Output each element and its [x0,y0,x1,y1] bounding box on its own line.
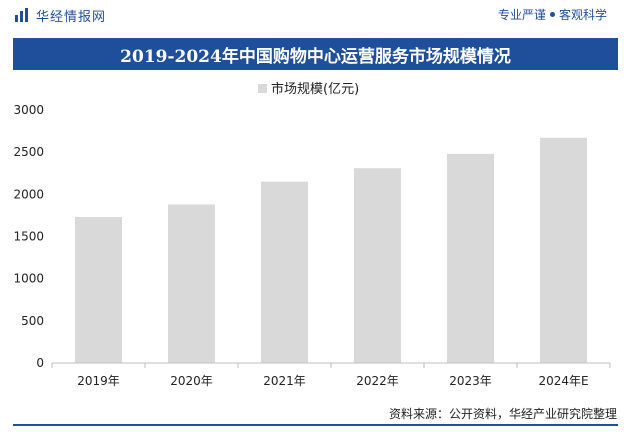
bar [75,217,122,363]
source-note: 资料来源：公开资料，华经产业研究院整理 [388,407,617,421]
brand: 华经情报网 [14,5,106,25]
x-tick-label: 2019年 [77,374,120,388]
bar [261,181,308,363]
y-axis: 0 500 1000 1500 2000 2500 3000 [13,103,44,370]
brand-name: 华经情报网 [36,9,107,25]
bar [447,153,494,363]
x-tick-label: 2020年 [170,374,213,388]
y-tick-label: 1500 [13,230,44,244]
chart-legend: 市场规模(亿元) [258,81,359,97]
y-tick-label: 2500 [13,145,44,159]
bottom-divider [13,424,618,426]
chart-title-bar: 2019-2024年中国购物中心运营服务市场规模情况 [13,38,618,70]
legend-label: 市场规模(亿元) [271,81,359,97]
chart-title: 2019-2024年中国购物中心运营服务市场规模情况 [120,46,511,67]
y-tick-label: 2000 [13,187,44,201]
slogan: 专业严谨 客观科学 [498,6,607,23]
y-tick-label: 1000 [13,272,44,286]
bar [354,168,401,363]
x-tick-label: 2023年 [449,374,492,388]
slogan-dot-icon [549,12,555,17]
bars [75,137,587,363]
y-tick-label: 500 [21,314,44,328]
x-tick-label: 2021年 [263,374,306,388]
legend-marker [258,84,267,93]
slogan-right: 客观科学 [558,8,607,22]
x-tick-label: 2024年E [538,374,588,388]
slogan-left: 专业严谨 [497,8,546,22]
top-bar: 华经情报网 专业严谨 客观科学 [0,0,631,30]
x-axis: 2019年 2020年 2021年 2022年 2023年 2024年E [51,362,611,388]
bar [540,137,587,363]
x-tick-label: 2022年 [356,374,399,388]
brand-logo-icon [15,8,28,22]
bar [168,204,215,363]
y-tick-label: 3000 [13,103,44,117]
y-tick-label: 0 [36,356,44,370]
